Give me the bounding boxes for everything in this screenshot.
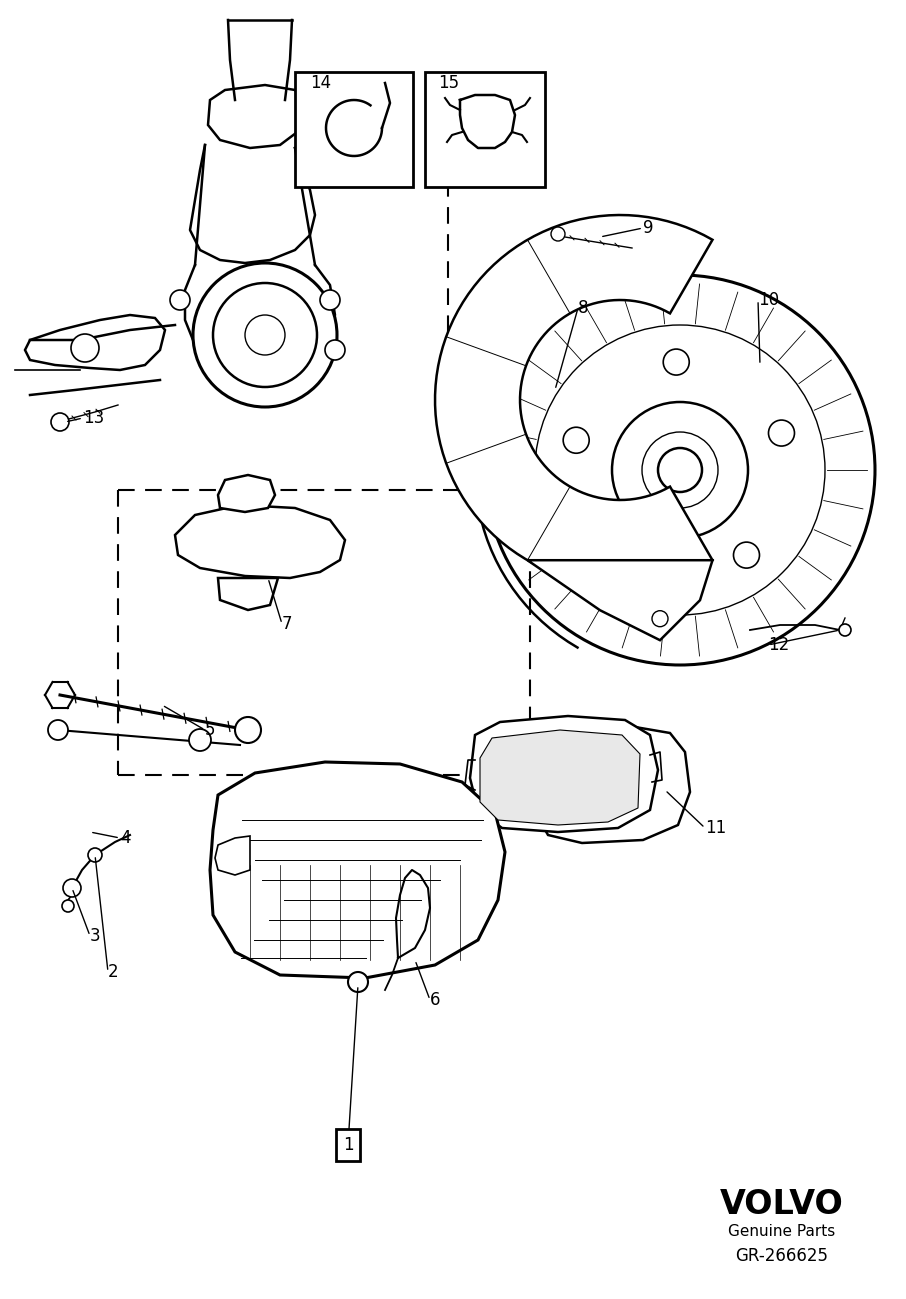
Polygon shape [435,216,712,585]
Text: GR-266625: GR-266625 [736,1247,828,1265]
Polygon shape [208,84,305,148]
Circle shape [235,717,261,743]
Text: 14: 14 [310,74,331,92]
Text: 13: 13 [83,409,104,427]
Polygon shape [470,716,658,831]
Text: 7: 7 [282,614,293,633]
Circle shape [245,314,285,355]
Circle shape [51,413,69,431]
Text: 10: 10 [758,291,779,309]
Circle shape [652,611,668,626]
Circle shape [48,720,68,740]
Polygon shape [218,475,275,512]
Text: 3: 3 [90,927,101,944]
Polygon shape [218,578,278,611]
Circle shape [189,729,211,751]
Polygon shape [215,837,250,876]
Text: 12: 12 [768,637,789,653]
FancyBboxPatch shape [425,71,545,187]
Circle shape [839,624,851,637]
Circle shape [607,547,632,573]
Circle shape [62,900,74,912]
Circle shape [551,227,565,242]
Circle shape [768,420,795,446]
FancyBboxPatch shape [295,71,413,187]
Text: 9: 9 [643,220,653,236]
Text: 5: 5 [205,721,216,739]
Circle shape [658,448,702,492]
Text: 8: 8 [578,299,589,317]
Polygon shape [527,560,712,640]
Text: 4: 4 [120,829,130,847]
Circle shape [320,290,340,310]
Circle shape [213,283,317,387]
Text: 11: 11 [705,818,727,837]
Text: Genuine Parts: Genuine Parts [728,1225,835,1239]
Text: 2: 2 [108,963,119,981]
Polygon shape [534,727,690,843]
Circle shape [71,334,99,362]
Polygon shape [25,314,165,370]
Polygon shape [210,763,505,978]
Circle shape [88,848,102,863]
Polygon shape [480,730,640,825]
Text: 1: 1 [342,1137,353,1154]
Circle shape [564,427,589,453]
Circle shape [348,972,368,992]
Circle shape [734,542,759,568]
Circle shape [63,879,81,898]
Circle shape [325,340,345,360]
Text: 15: 15 [438,74,459,92]
Circle shape [193,262,337,407]
Circle shape [663,349,689,375]
Text: 6: 6 [430,991,440,1009]
Text: VOLVO: VOLVO [720,1189,843,1221]
Polygon shape [175,505,345,578]
Circle shape [170,290,190,310]
